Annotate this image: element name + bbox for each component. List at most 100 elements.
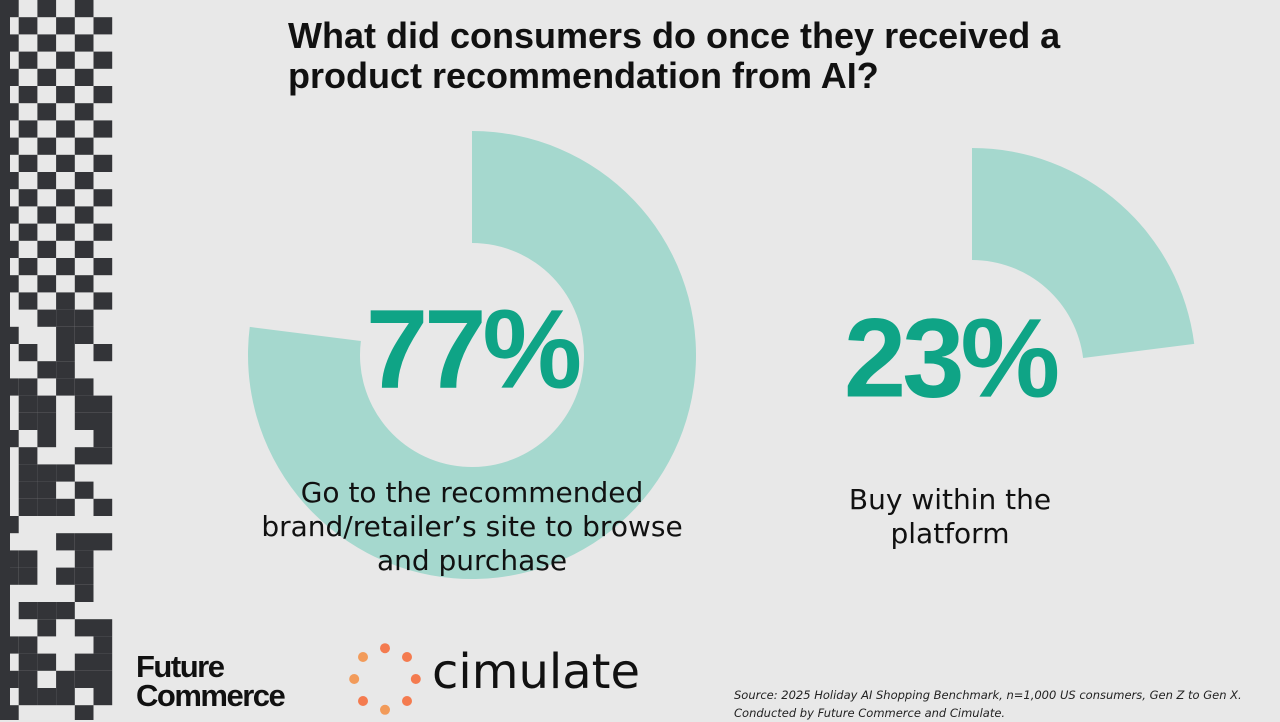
decor-square (93, 189, 113, 207)
source-line: Source: 2025 Holiday AI Shopping Benchma… (734, 688, 1242, 702)
value-label: 23% (844, 296, 1058, 421)
decor-square (93, 636, 113, 654)
decor-square (56, 258, 75, 276)
decor-square (93, 533, 113, 551)
decor-square (93, 17, 113, 35)
decor-square (74, 206, 94, 224)
decor-square (74, 137, 94, 155)
decor-square (37, 172, 57, 190)
decor-square (18, 344, 38, 362)
decor-square (74, 481, 94, 499)
decor-square (56, 361, 75, 379)
decor-square (93, 498, 113, 516)
logo-dot (358, 652, 368, 662)
decor-square (93, 86, 113, 104)
decor-square (56, 567, 75, 585)
decor-square (74, 309, 94, 327)
decor-square (93, 120, 113, 138)
decor-square (37, 0, 57, 18)
decor-square (93, 430, 113, 448)
decor-square (74, 395, 94, 413)
donut-arc (972, 148, 1195, 358)
decor-square (18, 550, 38, 568)
logo-dot (410, 674, 421, 684)
decor-square (18, 86, 38, 104)
decor-square (56, 378, 75, 396)
decor-square (37, 464, 57, 482)
decor-square (74, 0, 94, 18)
decor-square (56, 464, 75, 482)
decor-square (74, 172, 94, 190)
logo-dot (402, 696, 412, 706)
decor-square (93, 412, 113, 430)
decor-square (56, 17, 75, 35)
logo-dot (380, 643, 390, 654)
decor-square (37, 619, 57, 637)
logo-dot (358, 696, 368, 706)
decor-square (18, 688, 38, 706)
decor-square (74, 103, 94, 121)
decor-square (56, 670, 75, 688)
logo-dot (380, 704, 390, 715)
decor-square (18, 567, 38, 585)
decor-square (56, 533, 75, 551)
decor-square (56, 154, 75, 172)
decor-square (18, 51, 38, 69)
decor-square (56, 498, 75, 516)
decor-square (37, 430, 57, 448)
decor-square (37, 103, 57, 121)
decor-square (37, 68, 57, 86)
decor-square (93, 258, 113, 276)
decor-square (74, 653, 94, 671)
decor-square (74, 533, 94, 551)
logo-dot (349, 674, 360, 684)
decor-square (37, 498, 57, 516)
decor-square (18, 154, 38, 172)
decor-square (37, 309, 57, 327)
decor-square (93, 619, 113, 637)
decor-square (74, 447, 94, 465)
decor-square (37, 412, 57, 430)
decor-square (56, 223, 75, 241)
decor-square (18, 412, 38, 430)
decor-square (93, 292, 113, 310)
decor-square (74, 34, 94, 52)
decor-square (93, 447, 113, 465)
source-note: Source: 2025 Holiday AI Shopping Benchma… (734, 686, 1242, 722)
decor-square (74, 584, 94, 602)
decor-square (18, 653, 38, 671)
chart-title: What did consumers do once they received… (288, 15, 1061, 96)
decor-square (74, 619, 94, 637)
decor-square (37, 361, 57, 379)
decor-square (93, 154, 113, 172)
decor-square (18, 17, 38, 35)
decor-square (18, 602, 38, 620)
decor-square (18, 258, 38, 276)
decor-square (74, 412, 94, 430)
decor-square (93, 51, 113, 69)
decor-square (74, 275, 94, 293)
decor-square (37, 206, 57, 224)
decor-square (37, 275, 57, 293)
decor-square (93, 688, 113, 706)
decor-square (56, 602, 75, 620)
source-line: Conducted by Future Commerce and Cimulat… (734, 706, 1006, 720)
decor-square (74, 68, 94, 86)
decor-square (74, 670, 94, 688)
decor-square (56, 688, 75, 706)
decor-square (37, 240, 57, 258)
decor-square (56, 309, 75, 327)
decor-square (56, 326, 75, 344)
logo-text: Future (136, 649, 225, 684)
decor-square (93, 653, 113, 671)
decor-square (18, 292, 38, 310)
decor-square (37, 653, 57, 671)
value-label: 77% (366, 287, 580, 412)
logo-dot (402, 652, 412, 662)
decor-square (56, 189, 75, 207)
decor-square (93, 395, 113, 413)
decor-square (18, 670, 38, 688)
decor-square (74, 550, 94, 568)
decor-square (74, 567, 94, 585)
